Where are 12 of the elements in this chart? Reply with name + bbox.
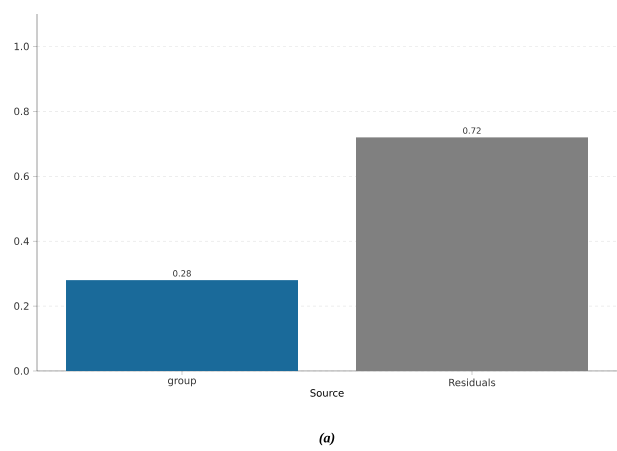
x-tick-label: Residuals <box>449 378 496 386</box>
y-tick-label: 0.8 <box>14 108 29 116</box>
y-tick-label: 0.4 <box>14 237 29 245</box>
x-axis-title: Source <box>310 389 344 397</box>
data-label: 0.28 <box>173 270 191 277</box>
y-tick-label: 0.0 <box>14 367 29 375</box>
x-tick-label: group <box>168 378 196 386</box>
data-label: 0.72 <box>463 127 481 134</box>
y-tick-label: 0.2 <box>14 302 28 310</box>
y-tick-label: 1.0 <box>14 42 29 50</box>
y-tick-label: 0.6 <box>14 172 29 180</box>
text: (a) <box>320 432 334 446</box>
